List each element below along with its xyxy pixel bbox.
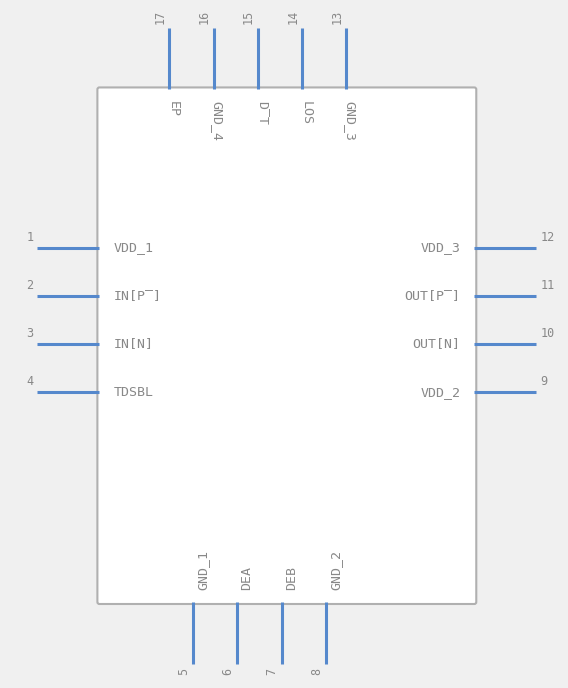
Text: OUT[N]: OUT[N] (412, 338, 460, 350)
Text: 5: 5 (177, 668, 190, 675)
Text: 15: 15 (242, 9, 255, 23)
Text: DEB: DEB (285, 566, 298, 590)
Text: OUT[P̅]: OUT[P̅] (404, 290, 460, 302)
FancyBboxPatch shape (97, 87, 477, 604)
Text: VDD_1: VDD_1 (114, 241, 153, 254)
Text: 17: 17 (153, 9, 166, 23)
Text: 7: 7 (266, 668, 279, 675)
Text: 10: 10 (540, 327, 554, 340)
Text: 1: 1 (26, 230, 34, 244)
Text: 4: 4 (26, 375, 34, 388)
Text: GND_3: GND_3 (344, 101, 357, 142)
Text: 16: 16 (198, 9, 211, 23)
Text: EP: EP (166, 101, 179, 118)
Text: GND_4: GND_4 (211, 101, 224, 142)
Text: VDD_2: VDD_2 (420, 386, 460, 398)
Text: 9: 9 (540, 375, 548, 388)
Text: IN[N]: IN[N] (114, 338, 153, 350)
Text: 8: 8 (310, 668, 323, 675)
Text: 13: 13 (331, 9, 344, 23)
Text: DEA: DEA (240, 566, 253, 590)
Text: 3: 3 (26, 327, 34, 340)
Text: LOS: LOS (299, 101, 312, 125)
Text: VDD_3: VDD_3 (420, 241, 460, 254)
Text: D̅T: D̅T (255, 101, 268, 125)
Text: IN[P̅]: IN[P̅] (114, 290, 161, 302)
Text: 12: 12 (540, 230, 554, 244)
Text: GND_1: GND_1 (196, 550, 209, 590)
Text: TDSBL: TDSBL (114, 386, 153, 398)
Text: 11: 11 (540, 279, 554, 292)
Text: 2: 2 (26, 279, 34, 292)
Text: GND_2: GND_2 (329, 550, 342, 590)
Text: 14: 14 (286, 9, 299, 23)
Text: 6: 6 (222, 668, 235, 675)
